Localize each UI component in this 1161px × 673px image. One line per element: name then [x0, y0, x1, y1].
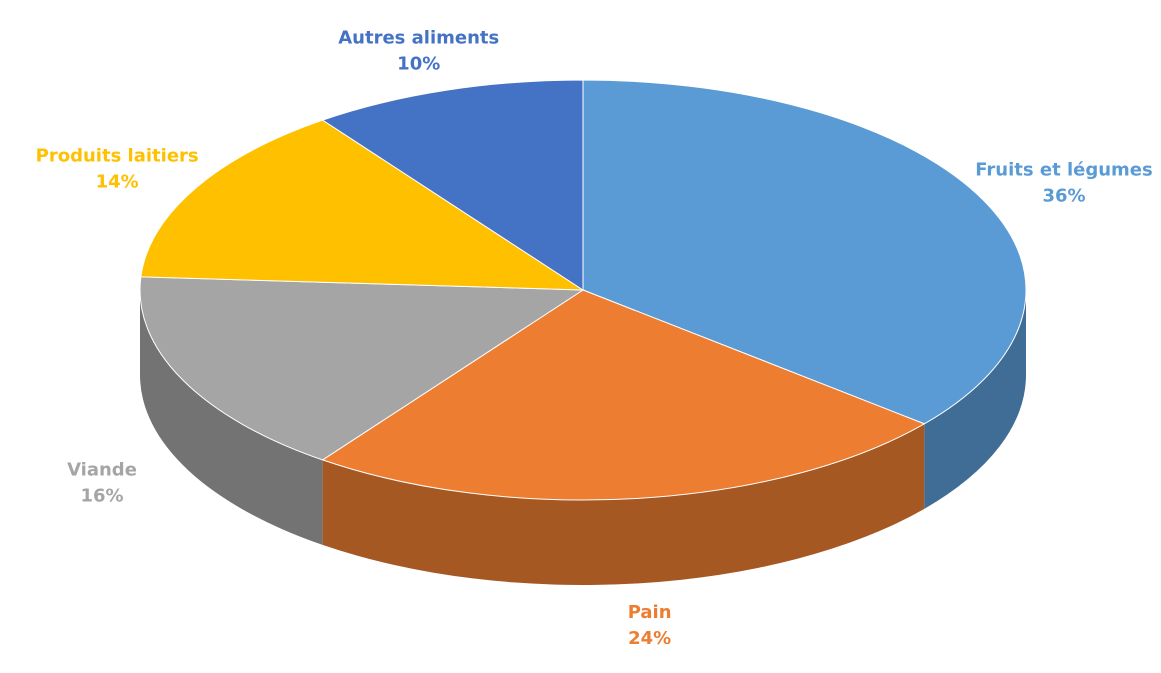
- value-label: 16%: [80, 485, 123, 506]
- category-label: Viande: [67, 459, 137, 480]
- pie-slice: [582, 79, 1027, 425]
- pie-slice: [140, 119, 585, 291]
- pie-side: [924, 290, 1026, 509]
- value-label: 24%: [628, 628, 671, 649]
- pie-side: [322, 423, 925, 585]
- pie-slice: [139, 276, 585, 461]
- category-label: Fruits et légumes: [975, 160, 1152, 181]
- value-label: 36%: [1042, 186, 1085, 207]
- pie-slice: [321, 79, 584, 291]
- category-label: Produits laitiers: [36, 146, 199, 167]
- value-label: 10%: [397, 53, 440, 74]
- value-label: 14%: [96, 172, 139, 193]
- category-label: Pain: [628, 602, 672, 623]
- pie-side: [140, 290, 323, 545]
- pie-slice: [321, 289, 926, 501]
- category-label: Autres aliments: [338, 27, 499, 48]
